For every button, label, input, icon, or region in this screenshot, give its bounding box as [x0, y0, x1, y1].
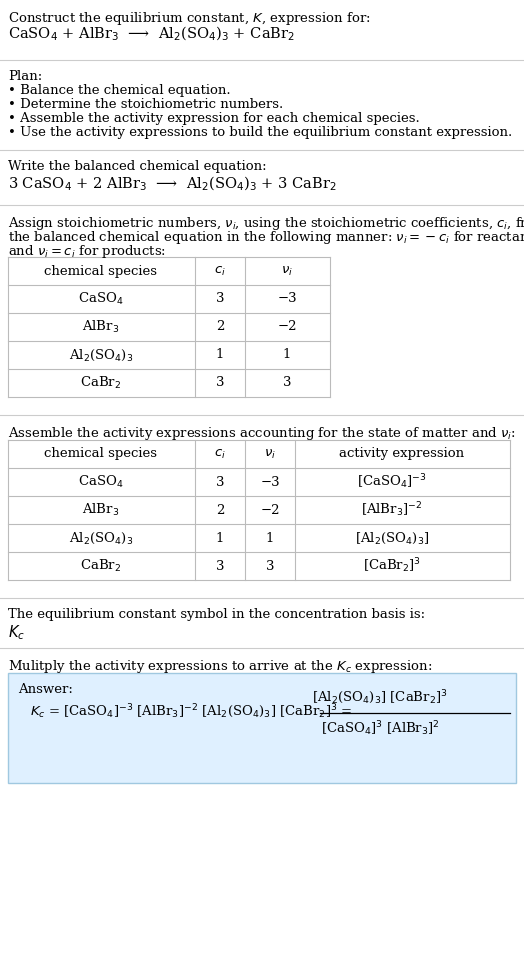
Text: 3: 3 [216, 559, 224, 573]
Text: chemical species: chemical species [45, 448, 158, 460]
Text: Al$_2$(SO$_4$)$_3$: Al$_2$(SO$_4$)$_3$ [69, 530, 133, 546]
Text: • Assemble the activity expression for each chemical species.: • Assemble the activity expression for e… [8, 112, 420, 125]
Text: $K_c$: $K_c$ [8, 623, 25, 642]
Text: 3: 3 [266, 559, 274, 573]
Text: −3: −3 [260, 476, 280, 488]
Text: • Balance the chemical equation.: • Balance the chemical equation. [8, 84, 231, 97]
Text: Al$_2$(SO$_4$)$_3$: Al$_2$(SO$_4$)$_3$ [69, 347, 133, 362]
Text: 3: 3 [216, 292, 224, 306]
Text: Plan:: Plan: [8, 70, 42, 83]
Text: CaSO$_4$: CaSO$_4$ [78, 474, 124, 490]
Text: [CaSO$_4$]$^{-3}$: [CaSO$_4$]$^{-3}$ [357, 473, 427, 491]
Text: 2: 2 [216, 504, 224, 516]
Text: AlBr$_3$: AlBr$_3$ [82, 319, 119, 335]
Text: [CaBr$_2$]$^3$: [CaBr$_2$]$^3$ [363, 556, 421, 576]
Text: [CaSO$_4$]$^3$ [AlBr$_3$]$^2$: [CaSO$_4$]$^3$ [AlBr$_3$]$^2$ [321, 720, 440, 738]
Text: and $\nu_i = c_i$ for products:: and $\nu_i = c_i$ for products: [8, 243, 166, 260]
Text: $c_i$: $c_i$ [214, 264, 226, 278]
Text: Assemble the activity expressions accounting for the state of matter and $\nu_i$: Assemble the activity expressions accoun… [8, 425, 516, 442]
Text: • Use the activity expressions to build the equilibrium constant expression.: • Use the activity expressions to build … [8, 126, 512, 139]
FancyBboxPatch shape [8, 673, 516, 783]
Text: CaSO$_4$ + AlBr$_3$  ⟶  Al$_2$(SO$_4$)$_3$ + CaBr$_2$: CaSO$_4$ + AlBr$_3$ ⟶ Al$_2$(SO$_4$)$_3$… [8, 25, 295, 43]
Text: 2: 2 [216, 321, 224, 333]
Text: 1: 1 [216, 349, 224, 361]
Text: 3 CaSO$_4$ + 2 AlBr$_3$  ⟶  Al$_2$(SO$_4$)$_3$ + 3 CaBr$_2$: 3 CaSO$_4$ + 2 AlBr$_3$ ⟶ Al$_2$(SO$_4$)… [8, 175, 337, 193]
Text: the balanced chemical equation in the following manner: $\nu_i = -c_i$ for react: the balanced chemical equation in the fo… [8, 229, 524, 246]
Text: $\nu_i$: $\nu_i$ [264, 448, 276, 460]
Text: • Determine the stoichiometric numbers.: • Determine the stoichiometric numbers. [8, 98, 283, 111]
Text: Construct the equilibrium constant, $K$, expression for:: Construct the equilibrium constant, $K$,… [8, 10, 370, 27]
Text: chemical species: chemical species [45, 264, 158, 278]
Text: 3: 3 [216, 476, 224, 488]
Text: $c_i$: $c_i$ [214, 448, 226, 460]
Text: activity expression: activity expression [340, 448, 465, 460]
Text: CaBr$_2$: CaBr$_2$ [80, 375, 122, 391]
Text: Assign stoichiometric numbers, $\nu_i$, using the stoichiometric coefficients, $: Assign stoichiometric numbers, $\nu_i$, … [8, 215, 524, 232]
Text: Answer:: Answer: [18, 683, 73, 696]
Text: 3: 3 [216, 377, 224, 389]
Text: [Al$_2$(SO$_4$)$_3$]: [Al$_2$(SO$_4$)$_3$] [355, 530, 429, 546]
Text: 3: 3 [283, 377, 291, 389]
Text: $\nu_i$: $\nu_i$ [281, 264, 293, 278]
Text: [AlBr$_3$]$^{-2}$: [AlBr$_3$]$^{-2}$ [362, 501, 423, 519]
Text: CaSO$_4$: CaSO$_4$ [78, 291, 124, 308]
Text: 1: 1 [216, 531, 224, 545]
Text: −2: −2 [277, 321, 297, 333]
Text: CaBr$_2$: CaBr$_2$ [80, 558, 122, 574]
Text: The equilibrium constant symbol in the concentration basis is:: The equilibrium constant symbol in the c… [8, 608, 425, 621]
Text: −2: −2 [260, 504, 280, 516]
Text: $K_c$ = [CaSO$_4$]$^{-3}$ [AlBr$_3$]$^{-2}$ [Al$_2$(SO$_4$)$_3$] [CaBr$_2$]$^3$ : $K_c$ = [CaSO$_4$]$^{-3}$ [AlBr$_3$]$^{-… [30, 702, 353, 720]
Text: AlBr$_3$: AlBr$_3$ [82, 502, 119, 518]
Text: −3: −3 [277, 292, 297, 306]
Text: Mulitply the activity expressions to arrive at the $K_c$ expression:: Mulitply the activity expressions to arr… [8, 658, 432, 675]
Text: 1: 1 [283, 349, 291, 361]
Text: Write the balanced chemical equation:: Write the balanced chemical equation: [8, 160, 267, 173]
Text: [Al$_2$(SO$_4$)$_3$] [CaBr$_2$]$^3$: [Al$_2$(SO$_4$)$_3$] [CaBr$_2$]$^3$ [312, 688, 448, 706]
Text: 1: 1 [266, 531, 274, 545]
